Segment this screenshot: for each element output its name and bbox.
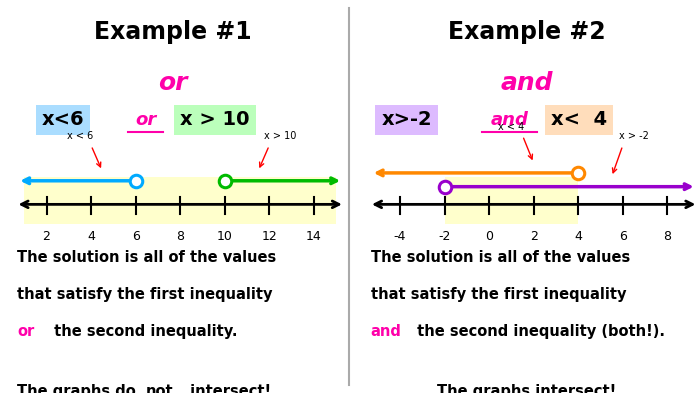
Text: the second inequality.: the second inequality. [48, 324, 237, 339]
Text: 10: 10 [217, 230, 232, 243]
Text: 2: 2 [43, 230, 50, 243]
Text: 4: 4 [574, 230, 582, 243]
Text: that satisfy the first inequality: that satisfy the first inequality [18, 287, 273, 302]
Text: x > -2: x > -2 [619, 132, 649, 141]
Text: 2: 2 [530, 230, 538, 243]
Text: x<6: x<6 [41, 110, 84, 129]
Text: Example #2: Example #2 [448, 20, 606, 44]
Text: The solution is all of the values: The solution is all of the values [371, 250, 630, 264]
Text: 4: 4 [87, 230, 95, 243]
Text: Example #1: Example #1 [94, 20, 252, 44]
Text: x > 10: x > 10 [180, 110, 250, 129]
Text: x < 6: x < 6 [66, 132, 93, 141]
Text: 6: 6 [619, 230, 626, 243]
Text: 8: 8 [664, 230, 671, 243]
Text: intersect!: intersect! [186, 384, 272, 393]
Text: x < 4: x < 4 [498, 122, 524, 132]
Text: or: or [135, 111, 156, 129]
Text: 14: 14 [306, 230, 322, 243]
Text: the second inequality (both!).: the second inequality (both!). [412, 324, 666, 339]
Text: The graphs intersect!: The graphs intersect! [437, 384, 617, 393]
Bar [25, 177, 336, 224]
Text: 0: 0 [485, 230, 493, 243]
Text: -4: -4 [394, 230, 406, 243]
Text: 8: 8 [176, 230, 184, 243]
Text: that satisfy the first inequality: that satisfy the first inequality [371, 287, 626, 302]
Text: 12: 12 [261, 230, 277, 243]
Text: 6: 6 [132, 230, 139, 243]
Text: The solution is all of the values: The solution is all of the values [18, 250, 276, 264]
Text: and: and [500, 71, 553, 95]
Text: The graphs do: The graphs do [18, 384, 141, 393]
Text: x<  4: x< 4 [551, 110, 607, 129]
Text: and: and [371, 324, 402, 339]
Text: not: not [146, 384, 173, 393]
Text: or: or [158, 71, 188, 95]
Text: -2: -2 [438, 230, 451, 243]
Text: x>-2: x>-2 [382, 110, 432, 129]
Text: x > 10: x > 10 [264, 132, 297, 141]
Text: and: and [491, 111, 528, 129]
Text: or: or [18, 324, 34, 339]
Bar [444, 177, 578, 224]
